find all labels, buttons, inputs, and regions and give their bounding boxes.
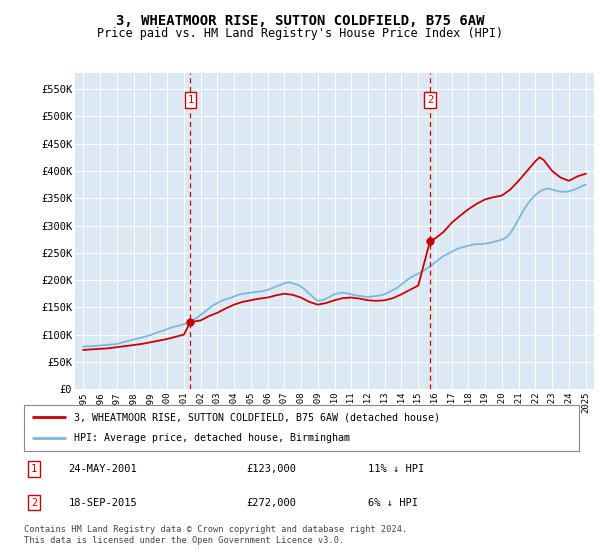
Text: HPI: Average price, detached house, Birmingham: HPI: Average price, detached house, Birm… (74, 433, 350, 444)
Text: 2: 2 (31, 498, 37, 507)
Text: 11% ↓ HPI: 11% ↓ HPI (368, 464, 424, 474)
Text: Price paid vs. HM Land Registry's House Price Index (HPI): Price paid vs. HM Land Registry's House … (97, 27, 503, 40)
Text: £272,000: £272,000 (246, 498, 296, 507)
Text: 3, WHEATMOOR RISE, SUTTON COLDFIELD, B75 6AW: 3, WHEATMOOR RISE, SUTTON COLDFIELD, B75… (116, 14, 484, 28)
Text: 1: 1 (31, 464, 37, 474)
Text: 18-SEP-2015: 18-SEP-2015 (68, 498, 137, 507)
Text: 3, WHEATMOOR RISE, SUTTON COLDFIELD, B75 6AW (detached house): 3, WHEATMOOR RISE, SUTTON COLDFIELD, B75… (74, 412, 440, 422)
Text: Contains HM Land Registry data © Crown copyright and database right 2024.
This d: Contains HM Land Registry data © Crown c… (24, 525, 407, 545)
Text: 24-MAY-2001: 24-MAY-2001 (68, 464, 137, 474)
Text: 6% ↓ HPI: 6% ↓ HPI (368, 498, 418, 507)
Text: £123,000: £123,000 (246, 464, 296, 474)
Text: 2: 2 (427, 95, 433, 105)
Text: 1: 1 (187, 95, 193, 105)
